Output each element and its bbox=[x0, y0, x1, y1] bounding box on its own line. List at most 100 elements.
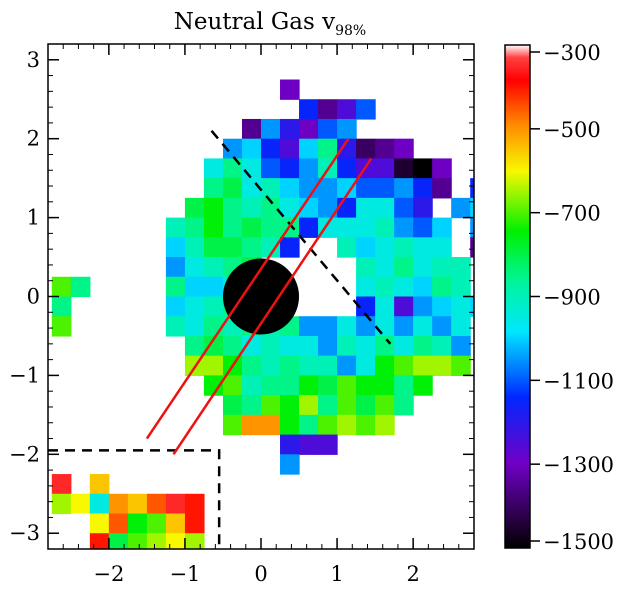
heatmap-cell bbox=[394, 178, 414, 199]
heatmap-cell bbox=[337, 158, 357, 179]
heatmap-cell bbox=[222, 237, 243, 258]
heatmap-cell bbox=[356, 138, 376, 160]
heatmap-cell bbox=[51, 493, 72, 515]
heatmap-cell bbox=[394, 355, 414, 377]
heatmap-cell bbox=[356, 316, 376, 337]
heatmap-cell bbox=[70, 533, 91, 549]
heatmap-cells bbox=[51, 79, 474, 549]
heatmap-cell bbox=[280, 375, 300, 396]
heatmap-cell bbox=[261, 414, 281, 436]
heatmap-cell bbox=[413, 237, 433, 258]
x-tick-label: −1 bbox=[169, 562, 200, 586]
heatmap-cell bbox=[203, 197, 224, 219]
heatmap-cell bbox=[222, 178, 243, 199]
heatmap-cell bbox=[280, 197, 300, 219]
heatmap-cell bbox=[413, 178, 433, 199]
heatmap-cell bbox=[356, 414, 376, 436]
heatmap-cell bbox=[394, 257, 414, 278]
heatmap-cell bbox=[127, 533, 148, 549]
heatmap-cell bbox=[375, 395, 395, 416]
heatmap-cell bbox=[413, 355, 433, 377]
heatmap-cell bbox=[451, 355, 471, 377]
heatmap-cell bbox=[261, 355, 281, 377]
heatmap-cell bbox=[299, 414, 319, 436]
heatmap-cell bbox=[394, 296, 414, 317]
heatmap-cell bbox=[184, 513, 205, 534]
heatmap-cell bbox=[318, 335, 338, 357]
heatmap-cell bbox=[280, 414, 300, 436]
heatmap-cell bbox=[413, 335, 433, 357]
heatmap-cell bbox=[299, 395, 319, 416]
heatmap-cell bbox=[184, 237, 205, 258]
heatmap-cell bbox=[241, 118, 262, 140]
heatmap-cell bbox=[413, 276, 433, 298]
heatmap-cell bbox=[318, 375, 338, 396]
heatmap-cell bbox=[241, 335, 262, 357]
y-tick-label: −2 bbox=[9, 442, 40, 466]
x-tick-label: −2 bbox=[93, 562, 124, 586]
heatmap-cell bbox=[203, 375, 224, 396]
heatmap-cell bbox=[299, 158, 319, 179]
heatmap-cell bbox=[203, 158, 224, 179]
heatmap-cell bbox=[432, 316, 452, 337]
heatmap-cell bbox=[280, 434, 300, 455]
colorbar-tick-label: −700 bbox=[543, 202, 601, 226]
y-tick-label: 2 bbox=[27, 127, 40, 151]
heatmap-cell bbox=[241, 158, 262, 179]
heatmap-cell bbox=[394, 375, 414, 396]
heatmap-cell bbox=[432, 237, 452, 258]
heatmap-cell bbox=[394, 237, 414, 258]
y-tick-label: 3 bbox=[27, 48, 40, 72]
heatmap-cell bbox=[337, 395, 357, 416]
heatmap-cell bbox=[318, 99, 338, 120]
masked-circle bbox=[222, 258, 300, 335]
heatmap-cell bbox=[337, 99, 357, 120]
heatmap-cell bbox=[299, 434, 319, 455]
heatmap-cell bbox=[375, 414, 395, 436]
heatmap-cell bbox=[184, 257, 205, 278]
heatmap-cell bbox=[261, 217, 281, 238]
heatmap-cell bbox=[413, 296, 433, 317]
heatmap-cell bbox=[261, 118, 281, 140]
heatmap-cell bbox=[432, 355, 452, 377]
heatmap-cell bbox=[70, 513, 91, 534]
heatmap-cell bbox=[337, 414, 357, 436]
colorbar-axis: −300 −500 −700 −900 −1100 −1300 −1500 bbox=[530, 41, 614, 554]
heatmap-cell bbox=[356, 217, 376, 238]
heatmap-cell bbox=[375, 296, 395, 317]
heatmap-cell bbox=[280, 118, 300, 140]
heatmap-cell bbox=[451, 316, 471, 337]
heatmap-cell bbox=[375, 178, 395, 199]
heatmap-cell bbox=[241, 217, 262, 238]
heatmap-cell bbox=[165, 276, 186, 298]
heatmap-cell bbox=[375, 335, 395, 357]
heatmap-cell bbox=[375, 158, 395, 179]
heatmap-cell bbox=[165, 257, 186, 278]
heatmap-cell bbox=[203, 257, 224, 278]
heatmap-cell bbox=[261, 158, 281, 179]
heatmap-cell bbox=[203, 178, 224, 199]
heatmap-cell bbox=[165, 217, 186, 238]
x-tick-label: 1 bbox=[330, 562, 343, 586]
heatmap-cell bbox=[127, 513, 148, 534]
heatmap-cell bbox=[299, 138, 319, 160]
heatmap-cell bbox=[375, 197, 395, 219]
chart-title: Neutral Gas v98% bbox=[174, 9, 366, 39]
heatmap-cell bbox=[261, 197, 281, 219]
heatmap-cell bbox=[394, 217, 414, 238]
heatmap-cell bbox=[356, 395, 376, 416]
heatmap-cell bbox=[432, 276, 452, 298]
heatmap-cell bbox=[280, 158, 300, 179]
heatmap-cell bbox=[280, 237, 300, 258]
heatmap-cell bbox=[394, 395, 414, 416]
heatmap-cell bbox=[222, 395, 243, 416]
heatmap-cell bbox=[108, 513, 129, 534]
overlays bbox=[48, 129, 392, 549]
heatmap-cell bbox=[127, 493, 148, 515]
y-tick-label: −1 bbox=[9, 363, 40, 387]
heatmap-cell bbox=[356, 178, 376, 199]
y-tick-label: 1 bbox=[27, 206, 40, 230]
heatmap-cell bbox=[241, 414, 262, 436]
heatmap-cell bbox=[356, 197, 376, 219]
